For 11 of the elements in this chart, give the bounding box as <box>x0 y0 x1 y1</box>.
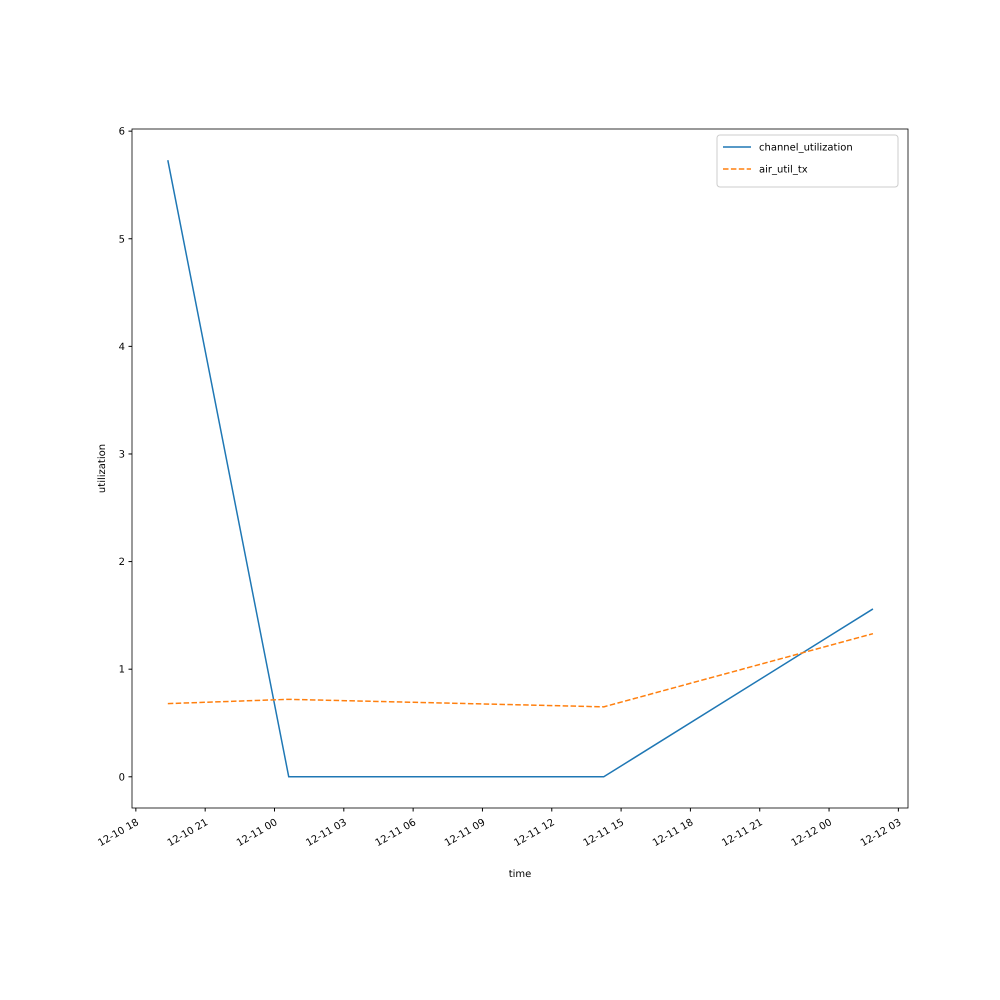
y-tick-label: 1 <box>118 664 125 676</box>
y-tick-label: 0 <box>118 772 125 784</box>
y-tick-label: 5 <box>118 234 125 246</box>
x-axis-title: time <box>508 869 532 880</box>
y-axis-title: utilization <box>97 444 108 494</box>
y-tick-label: 3 <box>118 449 125 460</box>
y-tick-label: 6 <box>118 126 125 138</box>
y-tick-label: 2 <box>118 557 125 568</box>
y-tick-label: 4 <box>118 342 125 353</box>
legend-label: air_util_tx <box>759 164 808 176</box>
legend-label: channel_utilization <box>759 142 853 154</box>
